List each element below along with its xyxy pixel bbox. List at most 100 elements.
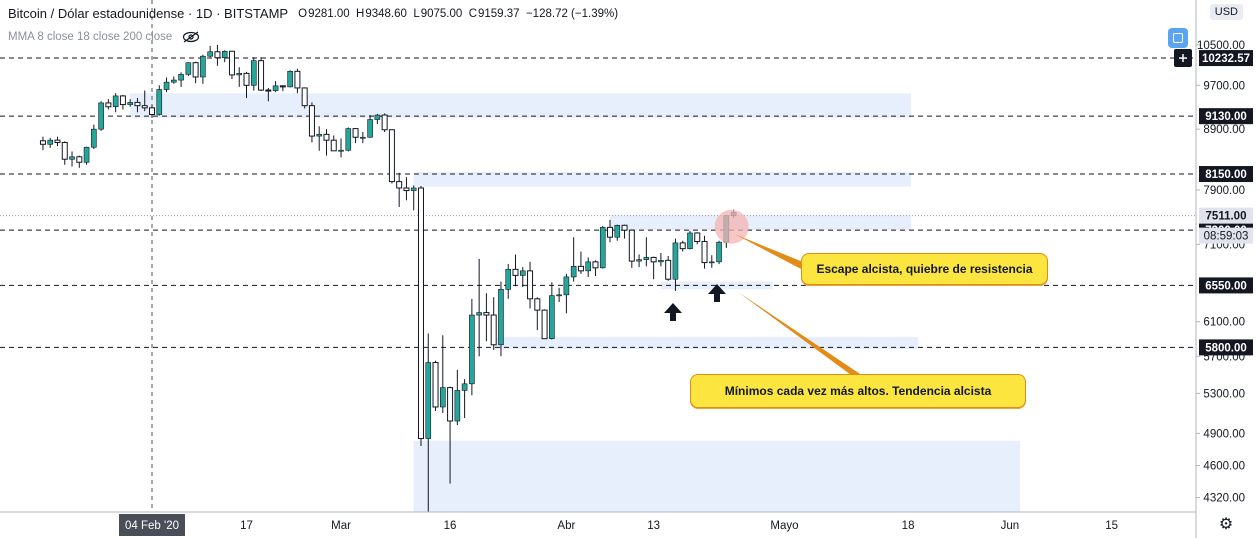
candle-body bbox=[39, 140, 46, 145]
candle-body bbox=[483, 312, 490, 316]
candle-body bbox=[541, 309, 548, 340]
y-tick-label: 9700.00 bbox=[1203, 80, 1245, 92]
candle-body bbox=[643, 257, 650, 260]
current-price-tag-bg bbox=[1199, 207, 1253, 224]
candle-body bbox=[469, 314, 475, 385]
candle-body bbox=[250, 60, 257, 86]
candle-body bbox=[490, 314, 497, 346]
candle-body bbox=[83, 146, 90, 163]
candle-body bbox=[308, 105, 315, 137]
candle-body bbox=[287, 71, 293, 88]
candle-body bbox=[207, 51, 213, 57]
candle-body bbox=[265, 89, 272, 92]
x-tick-label: 16 bbox=[444, 520, 457, 532]
candle-body bbox=[76, 156, 83, 163]
currency-badge[interactable]: USD bbox=[1209, 4, 1243, 20]
price-level-tag-bg bbox=[1199, 108, 1253, 125]
x-tick-label: 17 bbox=[240, 520, 253, 532]
candle-body bbox=[512, 268, 519, 276]
candle-body bbox=[432, 362, 439, 408]
candle-body bbox=[367, 119, 373, 138]
candle-body bbox=[498, 289, 504, 346]
callout-pointer bbox=[734, 234, 803, 270]
close-value: 9159.37 bbox=[478, 7, 520, 20]
indicator-label[interactable]: MMA 8 close 18 close 200 close bbox=[8, 31, 173, 43]
price-level-tag-bg bbox=[1199, 166, 1253, 183]
candle-body bbox=[570, 266, 577, 278]
breakout-callout: Escape alcista, quiebre de resistencia bbox=[801, 253, 1048, 285]
candle-body bbox=[716, 241, 722, 263]
candle-body bbox=[672, 242, 679, 280]
candle-body bbox=[279, 85, 286, 88]
x-tick-label: 13 bbox=[647, 520, 660, 532]
candle-body bbox=[228, 50, 235, 76]
y-tick-label: 8900.00 bbox=[1203, 124, 1245, 136]
candle-body bbox=[47, 139, 54, 145]
sr-zone bbox=[610, 215, 912, 231]
change-value: −128.72 (−1.39%) bbox=[525, 7, 619, 20]
annotation-layer bbox=[714, 209, 866, 380]
candle-body bbox=[171, 79, 177, 83]
candle-body bbox=[607, 226, 614, 238]
candle-body bbox=[338, 149, 344, 152]
candle-body bbox=[519, 270, 526, 276]
sr-zone bbox=[413, 172, 912, 187]
sr-zone bbox=[130, 93, 912, 118]
candle-body bbox=[687, 232, 693, 249]
candle-body bbox=[410, 187, 417, 191]
candle-body bbox=[417, 187, 424, 440]
candle-body bbox=[272, 85, 279, 91]
candle-body bbox=[294, 70, 301, 89]
zones-layer bbox=[130, 93, 1021, 512]
candle-body bbox=[149, 107, 155, 115]
candle-body bbox=[345, 128, 352, 151]
candle-body bbox=[221, 50, 228, 58]
price-level-tag: 8150.00 bbox=[1205, 169, 1247, 181]
candle-body bbox=[658, 260, 664, 263]
sr-zone bbox=[413, 440, 1021, 512]
candles-layer bbox=[39, 44, 737, 512]
symbol-title[interactable]: Bitcoin / Dólar estadounidense · 1D · BI… bbox=[8, 6, 289, 21]
candle-body bbox=[476, 312, 482, 316]
y-tick-label: 10500.00 bbox=[1197, 40, 1245, 52]
candle-body bbox=[563, 276, 570, 296]
gear-icon[interactable]: ⚙ bbox=[1218, 516, 1234, 533]
candle-body bbox=[461, 383, 468, 391]
candle-body bbox=[585, 261, 592, 272]
candle-body bbox=[316, 134, 323, 137]
candle-body bbox=[61, 142, 68, 160]
breakout-highlight bbox=[714, 209, 749, 244]
eye-crossed-icon[interactable] bbox=[182, 31, 200, 43]
levels-layer bbox=[0, 57, 1196, 348]
x-tick-label: 18 bbox=[902, 520, 915, 532]
candle-body bbox=[650, 256, 657, 263]
x-tick-label: 04 Feb '20 bbox=[125, 520, 179, 532]
y-tick-label: 5300.00 bbox=[1203, 388, 1245, 400]
candle-body bbox=[505, 269, 512, 290]
candle-body bbox=[599, 227, 606, 269]
y-tick-label: 4900.00 bbox=[1203, 428, 1245, 440]
candle-body bbox=[388, 129, 395, 183]
candle-body bbox=[178, 74, 184, 81]
candle-body bbox=[98, 102, 104, 130]
candle-body bbox=[91, 128, 97, 148]
candle-body bbox=[156, 89, 163, 115]
candle-body bbox=[352, 128, 359, 138]
candle-body bbox=[439, 387, 446, 408]
x-tick-label: Abr bbox=[557, 520, 575, 532]
countdown-tag: 08:59:03 bbox=[1204, 231, 1249, 243]
indicator-legend: MMA 8 close 18 close 200 close bbox=[8, 31, 200, 43]
up-arrow-icon bbox=[664, 303, 682, 321]
candle-body bbox=[665, 259, 672, 280]
candle-body bbox=[134, 101, 141, 107]
y-tick-label: 4600.00 bbox=[1203, 461, 1245, 473]
candle-body bbox=[214, 51, 221, 59]
candle-body bbox=[636, 259, 642, 262]
candle-body bbox=[396, 181, 403, 189]
price-level-tag-bg bbox=[1199, 339, 1253, 356]
candle-body bbox=[105, 102, 112, 108]
price-level-tag: 6550.00 bbox=[1205, 280, 1247, 292]
fullscreen-icon[interactable] bbox=[1168, 28, 1188, 48]
price-level-tag-bg bbox=[1199, 277, 1253, 294]
